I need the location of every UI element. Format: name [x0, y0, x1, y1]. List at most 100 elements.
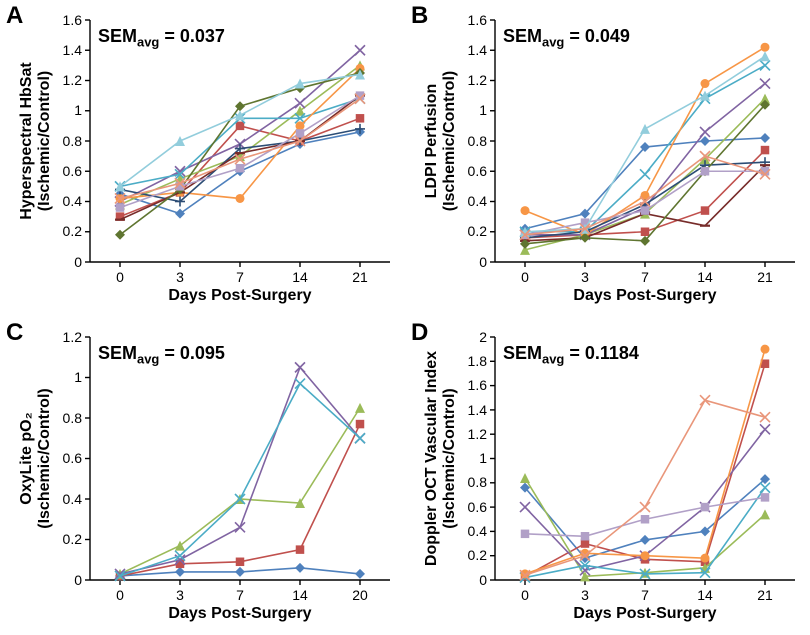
series-marker: [700, 395, 710, 405]
series-marker: [760, 424, 770, 434]
ytick-label: 2: [479, 329, 487, 345]
xtick-label: 3: [570, 587, 600, 603]
series-marker: [296, 121, 305, 130]
series-line: [120, 408, 360, 574]
series-marker: [701, 79, 710, 88]
ytick-label: 0.8: [468, 474, 487, 490]
series-marker: [701, 167, 710, 176]
ytick-label: 0.8: [468, 133, 487, 149]
series-marker: [295, 563, 305, 573]
ytick-label: 1.6: [468, 12, 487, 28]
series-marker: [761, 493, 770, 502]
ytick-label: 0: [479, 254, 487, 270]
ytick-label: 0.2: [63, 531, 82, 547]
ytick-label: 0.2: [468, 223, 487, 239]
series-marker: [356, 114, 365, 123]
series-marker: [640, 502, 650, 512]
series-marker: [701, 554, 710, 563]
ytick-label: 1.4: [468, 402, 487, 418]
series-marker: [641, 228, 650, 237]
series-marker: [521, 530, 530, 539]
series-line: [120, 384, 360, 576]
sem-label-C: SEMavg = 0.095: [98, 343, 225, 367]
series-marker: [236, 122, 245, 131]
xlabel-D: Days Post-Surgery: [495, 605, 795, 623]
ytick-label: 0: [74, 572, 82, 588]
xtick-label: 0: [510, 587, 540, 603]
ylabel-D: Doppler OCT Vascular Index(Ischemic/Cont…: [423, 337, 459, 580]
series-marker: [520, 502, 530, 512]
series-marker: [701, 206, 710, 215]
ytick-label: 0.8: [63, 133, 82, 149]
series-marker: [356, 420, 365, 429]
xtick-label: 3: [165, 587, 195, 603]
xtick-label: 20: [345, 587, 375, 603]
xtick-label: 14: [285, 269, 315, 285]
xtick-label: 3: [570, 269, 600, 285]
ytick-label: 0.6: [63, 450, 82, 466]
sem-label-A: SEMavg = 0.037: [98, 26, 225, 50]
series-marker: [296, 129, 305, 138]
series-marker: [175, 209, 185, 219]
series-marker: [641, 206, 650, 215]
series-marker: [355, 45, 365, 55]
series-marker: [640, 124, 650, 134]
series-marker: [355, 433, 365, 443]
ytick-label: 1.4: [468, 42, 487, 58]
xtick-label: 0: [105, 587, 135, 603]
panel-D: D00.20.40.60.811.21.41.61.820371421SEMav…: [405, 317, 810, 635]
ylabel-A: Hyperspectral HbSat(Ischemic/Control): [18, 20, 54, 262]
series-marker: [760, 133, 770, 143]
series-marker: [116, 203, 125, 212]
series-marker: [640, 535, 650, 545]
ytick-label: 1: [74, 102, 82, 118]
ytick-label: 1.2: [63, 72, 82, 88]
xtick-label: 0: [510, 269, 540, 285]
xlabel-A: Days Post-Surgery: [90, 287, 390, 305]
ytick-label: 0.4: [468, 193, 487, 209]
ytick-label: 0.6: [468, 163, 487, 179]
series-marker: [701, 503, 710, 512]
series-marker: [295, 379, 305, 389]
series-line: [120, 367, 360, 574]
series-marker: [355, 403, 365, 413]
ytick-label: 0.2: [63, 223, 82, 239]
ylabel-B: LDPI Perfusion(Ischemic/Control): [423, 20, 459, 262]
series-marker: [235, 567, 245, 577]
series-marker: [236, 194, 245, 203]
ytick-label: 1: [479, 450, 487, 466]
xtick-label: 21: [750, 269, 780, 285]
xtick-label: 7: [225, 269, 255, 285]
ytick-label: 0.6: [63, 163, 82, 179]
xtick-label: 0: [105, 269, 135, 285]
series-marker: [760, 79, 770, 89]
xtick-label: 21: [345, 269, 375, 285]
ytick-label: 1.8: [468, 353, 487, 369]
series-marker: [520, 473, 530, 483]
panel-B: B00.20.40.60.811.21.41.60371421SEMavg = …: [405, 0, 810, 317]
panel-A: A00.20.40.60.811.21.41.60371421SEMavg = …: [0, 0, 405, 317]
ytick-label: 1: [479, 102, 487, 118]
ytick-label: 0: [479, 572, 487, 588]
ytick-label: 1.4: [63, 42, 82, 58]
series-marker: [761, 146, 770, 155]
series-marker: [641, 551, 650, 560]
series-marker: [175, 567, 185, 577]
series-marker: [235, 522, 245, 532]
xtick-label: 7: [225, 587, 255, 603]
xtick-label: 7: [630, 587, 660, 603]
series-line: [525, 429, 765, 570]
figure-root: A00.20.40.60.811.21.41.60371421SEMavg = …: [0, 0, 810, 635]
series-marker: [236, 164, 245, 173]
series-marker: [236, 558, 245, 567]
panel-C: C00.20.40.60.811.20371420SEMavg = 0.095D…: [0, 317, 405, 635]
xtick-label: 14: [690, 587, 720, 603]
series-marker: [760, 51, 770, 61]
series-marker: [760, 412, 770, 422]
xlabel-B: Days Post-Surgery: [495, 287, 795, 305]
series-marker: [700, 127, 710, 137]
ylabel-C: OxyLite pO₂(Ischemic/Control): [18, 337, 54, 580]
ytick-label: 0.4: [63, 491, 82, 507]
series-marker: [640, 169, 650, 179]
series-marker: [295, 362, 305, 372]
